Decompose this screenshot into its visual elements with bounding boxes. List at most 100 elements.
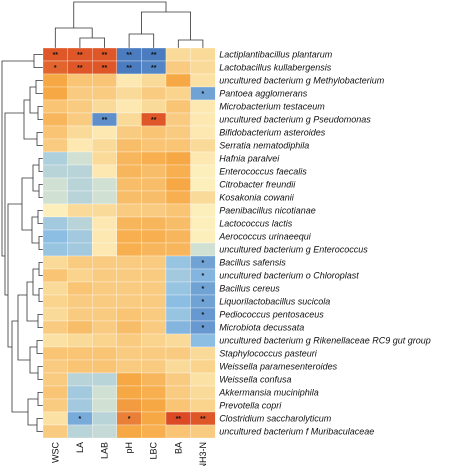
heatmap-cell xyxy=(42,164,68,179)
row-label: uncultured bacterium f Muribaculaceae xyxy=(219,427,374,437)
heatmap-cell xyxy=(165,398,191,413)
significance-mark: * xyxy=(79,416,82,423)
heatmap-cell xyxy=(165,47,191,62)
heatmap-cell xyxy=(165,203,191,218)
heatmap-cell xyxy=(165,424,191,439)
heatmap-cell xyxy=(67,151,93,166)
heatmap-cell xyxy=(67,86,93,101)
heatmap-cell xyxy=(92,73,117,88)
heatmap-cell xyxy=(116,281,142,296)
heatmap-cell xyxy=(42,385,68,400)
heatmap-cell xyxy=(190,73,216,88)
heatmap-cell xyxy=(141,177,167,192)
heatmap-cell xyxy=(165,268,191,283)
significance-mark: * xyxy=(202,273,205,280)
heatmap-cell xyxy=(42,346,68,361)
heatmap-cell xyxy=(92,255,117,270)
heatmap-cell xyxy=(92,398,117,413)
heatmap-cell xyxy=(67,320,93,335)
heatmap-cell xyxy=(165,320,191,335)
heatmap-cell xyxy=(165,151,191,166)
heatmap-cell xyxy=(92,320,117,335)
heatmap-cell xyxy=(141,333,167,348)
heatmap-cell xyxy=(92,190,117,205)
heatmap-cell xyxy=(116,385,142,400)
heatmap-cell xyxy=(165,125,191,140)
dendrogram-branch xyxy=(37,210,43,224)
heatmap-cell xyxy=(92,229,117,244)
heatmap-cell xyxy=(42,86,68,101)
dendrogram-branch xyxy=(38,262,43,276)
heatmap-cell xyxy=(190,177,216,192)
heatmap-cell xyxy=(67,333,93,348)
heatmap-cell xyxy=(165,333,191,348)
row-label: Hafnia paralvei xyxy=(219,154,280,164)
row-label: Bacillus safensis xyxy=(219,258,286,268)
heatmap-cell xyxy=(116,138,142,153)
heatmap-cell xyxy=(92,411,117,426)
significance-marks: ** ** ** ** *** ** ** ** ***** ********* * ** ** xyxy=(53,52,206,423)
heatmap-cell xyxy=(116,307,142,322)
heatmap-cell xyxy=(92,86,117,101)
heatmap-cells xyxy=(42,47,216,439)
heatmap-cell xyxy=(190,164,216,179)
heatmap-cell xyxy=(67,242,93,257)
heatmap-cell xyxy=(67,164,93,179)
heatmap-cell xyxy=(190,47,216,62)
heatmap-cell xyxy=(92,203,117,218)
dendrogram-branch xyxy=(36,340,43,354)
significance-mark: * xyxy=(202,325,205,332)
row-label: Serratia nematodiphila xyxy=(219,141,309,151)
heatmap-cell xyxy=(165,294,191,309)
dendrogram-branch xyxy=(33,54,43,68)
row-label: uncultured bacterium g Rikenellaceae RC9… xyxy=(219,336,431,346)
heatmap-cell xyxy=(42,190,68,205)
column-dendrogram xyxy=(54,1,204,48)
heatmap-cell xyxy=(116,255,142,270)
row-label: Weissella confusa xyxy=(219,375,291,385)
column-label: WSC xyxy=(50,442,60,463)
heatmap-cell xyxy=(141,398,167,413)
heatmap-cell xyxy=(92,125,117,140)
heatmap-cell xyxy=(67,177,93,192)
significance-mark: ** xyxy=(102,117,108,124)
heatmap-cell xyxy=(116,190,142,205)
heatmap-cell xyxy=(42,281,68,296)
heatmap-cell xyxy=(141,242,167,257)
heatmap-cell xyxy=(67,372,93,387)
heatmap-cell xyxy=(165,177,191,192)
dendrogram-branch xyxy=(11,320,28,413)
heatmap-cell xyxy=(165,281,191,296)
dendrogram-branch xyxy=(38,236,43,250)
heatmap-cell xyxy=(42,151,68,166)
heatmap-cell xyxy=(165,112,191,127)
heatmap-cell xyxy=(141,73,167,88)
heatmap-cell xyxy=(190,216,216,231)
heatmap-cell xyxy=(42,359,68,374)
heatmap-cell xyxy=(116,320,142,335)
significance-mark: ** xyxy=(126,52,132,59)
row-label: Enterococcus faecalis xyxy=(219,167,307,177)
heatmap-cell xyxy=(190,125,216,140)
dendrogram-branch xyxy=(35,80,43,94)
dendrogram-branch xyxy=(4,112,24,296)
heatmap-cell xyxy=(190,359,216,374)
heatmap-cell xyxy=(141,255,167,270)
significance-mark: * xyxy=(202,299,205,306)
heatmap-cell xyxy=(67,138,93,153)
heatmap-cell xyxy=(165,60,191,75)
heatmap-cell xyxy=(116,398,142,413)
heatmap-cell xyxy=(116,294,142,309)
dendrogram-branch xyxy=(21,177,33,231)
heatmap-cell xyxy=(141,229,167,244)
significance-mark: ** xyxy=(151,117,157,124)
row-label: Liquorilactobacillus sucicola xyxy=(219,297,330,307)
heatmap-cell xyxy=(92,268,117,283)
heatmap-cell xyxy=(116,73,142,88)
row-label: uncultured bacterium g Pseudomonas xyxy=(219,115,371,125)
heatmap-cell xyxy=(42,294,68,309)
heatmap-cell xyxy=(67,203,93,218)
heatmap-cell xyxy=(92,151,117,166)
heatmap-cell xyxy=(92,307,117,322)
column-labels: WSC LA LAB pH LBC BA NH3-N xyxy=(50,442,208,466)
